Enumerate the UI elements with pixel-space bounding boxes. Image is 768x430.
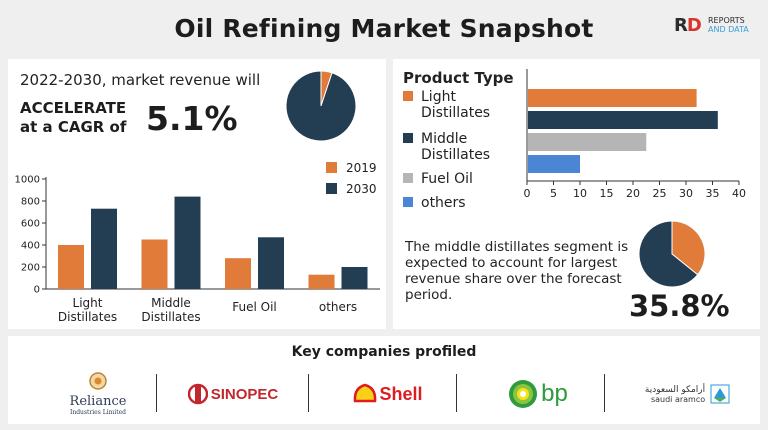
product-type-heading: Product Type	[403, 69, 514, 87]
legend-item: others	[403, 195, 466, 211]
divider	[604, 374, 605, 412]
product-type-bar-chart: 0 5 10 15 20 25 30 35 40	[524, 69, 746, 200]
legend-swatch	[326, 162, 337, 173]
legend-item: Middle Distillates	[403, 131, 490, 163]
brand-mark: RD	[674, 15, 702, 36]
revenue-bar-chart: 02004006008001000LightDistillatesMiddleD…	[15, 161, 380, 324]
key-companies-heading: Key companies profiled	[291, 344, 477, 360]
y-tick-label: 1000	[15, 175, 40, 186]
x-tick-label: Light	[73, 296, 103, 310]
legend-swatch	[326, 183, 337, 194]
x-tick-label: 10	[573, 187, 587, 200]
reliance-logo: Reliance Industries Limited	[38, 372, 158, 416]
bar	[141, 239, 168, 289]
legend-swatch	[403, 91, 413, 101]
aramco-emblem-icon	[710, 384, 730, 404]
page-title: Oil Refining Market Snapshot	[174, 14, 594, 43]
pie-slice	[285, 70, 357, 142]
bar	[528, 133, 647, 151]
key-companies-panel: Key companies profiled Reliance Industri…	[8, 336, 760, 424]
accelerate-text: ACCELERATE at a CAGR of	[20, 99, 127, 136]
x-tick-label: 5	[550, 187, 557, 200]
legend-label: Light Distillates	[421, 89, 491, 121]
market-revenue-panel: 2022-2030, market revenue will ACCELERAT…	[8, 59, 386, 329]
x-tick-label: Fuel Oil	[232, 300, 277, 314]
bar	[58, 245, 84, 289]
y-tick-label: 200	[21, 263, 40, 274]
x-tick-label: 30	[679, 187, 693, 200]
sinopec-logo: SINOPEC	[168, 372, 298, 416]
x-tick-label: 35	[706, 187, 720, 200]
x-tick-label: 15	[600, 187, 614, 200]
legend-label: Fuel Oil	[421, 171, 473, 187]
legend-item: Fuel Oil	[403, 171, 473, 187]
y-tick-label: 0	[34, 285, 40, 296]
x-tick-label: 40	[732, 187, 746, 200]
shell-logo: Shell	[328, 372, 448, 416]
shell-emblem-icon	[354, 383, 377, 403]
brand-text: REPORTS AND DATA	[708, 16, 749, 34]
legend-swatch	[403, 133, 413, 143]
x-tick-label: 0	[524, 187, 531, 200]
bar	[528, 89, 697, 107]
product-type-panel: Product Type Light Distillates Middle Disti…	[393, 59, 760, 329]
x-tick-label: Distillates	[141, 310, 200, 324]
divider	[456, 374, 457, 412]
x-tick-label: Distillates	[58, 310, 117, 324]
bp-helios-icon	[509, 380, 538, 408]
legend-item: Light Distillates	[403, 89, 490, 121]
y-tick-label: 400	[21, 241, 40, 252]
bar	[174, 196, 201, 289]
segment-share-pie-chart	[638, 220, 706, 288]
bp-logo: bp	[478, 372, 598, 416]
divider	[308, 374, 309, 412]
legend-label: Middle Distillates	[421, 131, 491, 163]
divider	[156, 374, 157, 412]
y-tick-label: 600	[21, 219, 40, 230]
bar	[528, 111, 718, 129]
cagr-pie-chart	[285, 70, 357, 142]
brand-logo: RD REPORTS AND DATA	[674, 14, 764, 38]
x-tick-label: 25	[653, 187, 667, 200]
y-tick-label: 800	[21, 197, 40, 208]
x-tick-label: 20	[626, 187, 640, 200]
pie-slice	[638, 220, 699, 288]
bar	[225, 258, 251, 289]
period-text: 2022-2030, market revenue will	[20, 71, 261, 89]
segment-share-value: 35.8%	[629, 289, 730, 323]
pie-slice	[671, 220, 706, 276]
cagr-value: 5.1%	[146, 99, 238, 138]
bar	[341, 267, 368, 289]
bar	[91, 208, 117, 289]
saudi-aramco-logo: أرامكو السعودية saudi aramco	[623, 372, 753, 416]
legend-swatch	[403, 173, 413, 183]
legend-label: 2019	[346, 161, 377, 175]
reliance-emblem-icon	[89, 372, 107, 390]
legend-swatch	[403, 197, 413, 207]
bar	[308, 274, 335, 289]
segment-description: The middle distillates segment is expect…	[405, 239, 629, 303]
x-tick-label: Middle	[151, 296, 191, 310]
x-tick-label: others	[319, 300, 357, 314]
bar	[528, 155, 580, 173]
legend-label: 2030	[346, 182, 377, 196]
bar	[258, 237, 284, 289]
sinopec-emblem-icon	[187, 383, 208, 405]
legend-label: others	[421, 195, 466, 211]
